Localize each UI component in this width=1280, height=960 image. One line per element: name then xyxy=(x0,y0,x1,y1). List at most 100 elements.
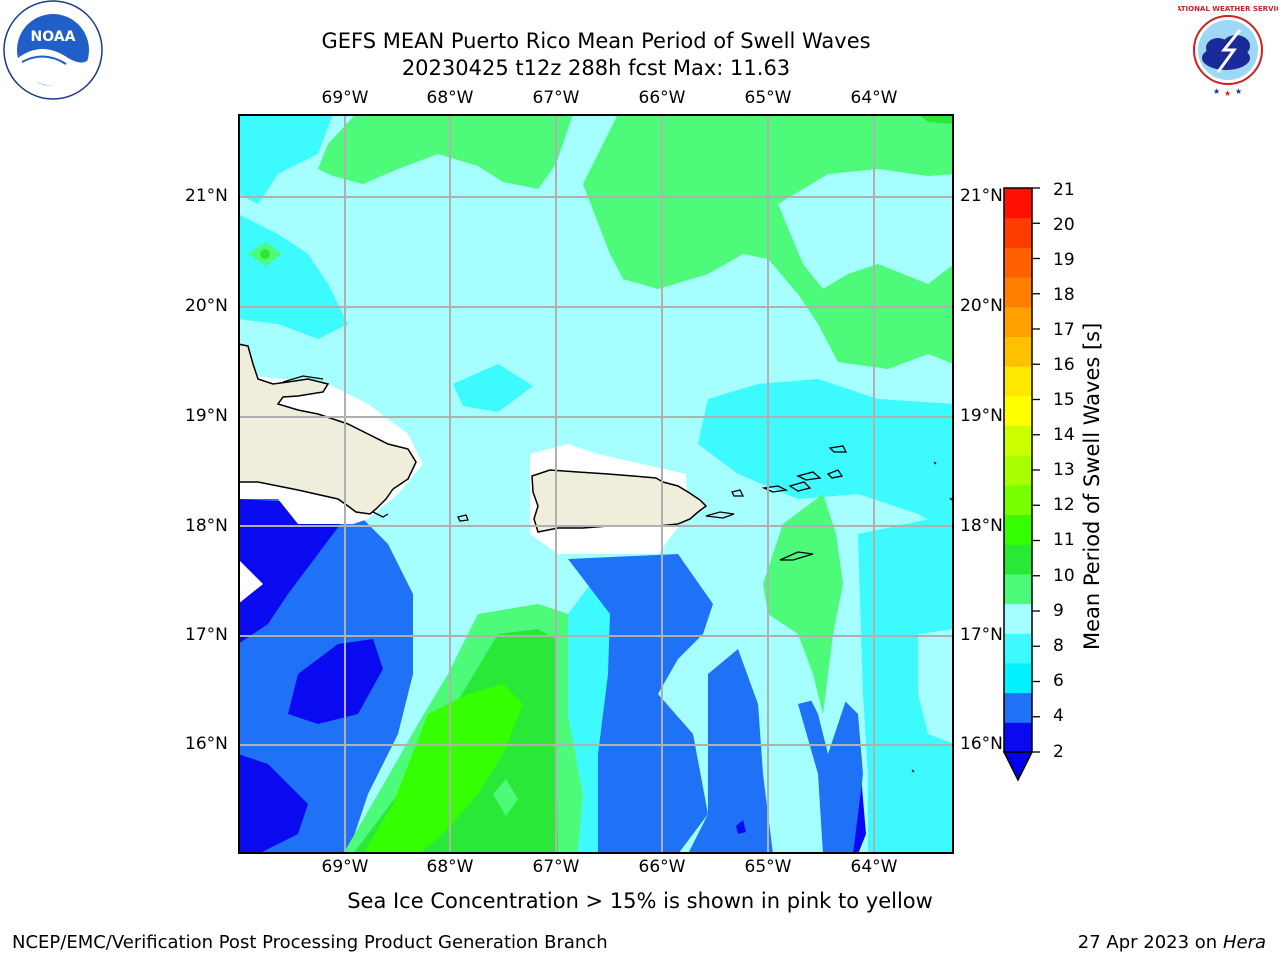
lon-label-bottom-65w: 65°W xyxy=(744,857,792,877)
colorbar xyxy=(1000,186,1060,786)
lat-label-right-19n: 19°N xyxy=(960,406,1003,426)
colorbar-segment xyxy=(1004,573,1032,605)
colorbar-segment xyxy=(1004,247,1032,278)
contour-white-gap-west xyxy=(239,560,263,604)
colorbar-segment xyxy=(1004,514,1032,545)
land-st-croix xyxy=(779,551,814,561)
noaa-logo-text: NOAA xyxy=(31,29,76,45)
lat-label-right-21n: 21°N xyxy=(960,186,1003,206)
land-virgin-gorda xyxy=(826,469,844,479)
chart-subtitle: 20230425 t12z 288h fcst Max: 11.63 xyxy=(401,56,791,80)
land-small-islets xyxy=(911,461,953,773)
swell-period-map xyxy=(238,114,954,854)
contour-green-north-west xyxy=(318,115,573,189)
colorbar-tick-16: 16 xyxy=(1053,355,1075,375)
colorbar-segment xyxy=(1004,603,1032,634)
contour-cyan-east xyxy=(858,514,953,853)
lat-label-left-16n: 16°N xyxy=(185,734,228,754)
land-tortuga xyxy=(282,375,324,383)
svg-text:★: ★ xyxy=(1235,87,1242,96)
gridlines xyxy=(239,115,953,853)
chart-title: GEFS MEAN Puerto Rico Mean Period of Swe… xyxy=(321,29,871,53)
contour-dark-blue-sw-lower xyxy=(239,754,308,853)
contour-green-spot-south xyxy=(493,779,518,816)
colorbar-tick-19: 19 xyxy=(1053,250,1075,270)
colorbar-segment xyxy=(1004,662,1032,694)
lon-label-top-67w: 67°W xyxy=(532,88,580,108)
svg-text:★: ★ xyxy=(1224,89,1231,98)
contour-light-northeast-gap xyxy=(778,169,953,289)
colorbar-tick-4: 4 xyxy=(1053,706,1064,726)
footer-date: 27 Apr 2023 on Hera xyxy=(1078,932,1266,953)
contour-cyan-nw-1 xyxy=(239,115,333,204)
sea-ice-caption: Sea Ice Concentration > 15% is shown in … xyxy=(347,889,933,913)
colorbar-tick-20: 20 xyxy=(1053,215,1075,235)
contour-blue-se-band xyxy=(798,694,863,853)
land-st-john xyxy=(788,481,812,492)
lat-label-right-16n: 16°N xyxy=(960,734,1003,754)
colorbar-segment xyxy=(1004,455,1032,486)
land-hispaniola xyxy=(239,343,417,515)
contour-cyan-tongue-edge xyxy=(568,574,613,853)
svg-text:★: ★ xyxy=(1213,87,1220,96)
colorbar-tick-13: 13 xyxy=(1053,460,1075,480)
colorbar-extend-arrow xyxy=(1002,751,1034,782)
contour-green-far-ne xyxy=(919,115,953,124)
colorbar-tick-2: 2 xyxy=(1053,742,1064,762)
colorbar-tick-17: 17 xyxy=(1053,320,1075,340)
land-culebra xyxy=(731,489,745,497)
footer-host: Hera xyxy=(1222,932,1266,953)
colorbar-tick-18: 18 xyxy=(1053,285,1075,305)
colorbar-segment xyxy=(1004,395,1032,426)
colorbar-segment xyxy=(1004,277,1032,308)
lon-label-bottom-66w: 66°W xyxy=(638,857,686,877)
lon-label-top-68w: 68°W xyxy=(426,88,474,108)
lat-label-left-19n: 19°N xyxy=(185,406,228,426)
colorbar-tick-8: 8 xyxy=(1053,636,1064,656)
colorbar-segment xyxy=(1004,306,1032,337)
lat-label-left-20n: 20°N xyxy=(185,296,228,316)
colorbar-tick-6: 6 xyxy=(1053,671,1064,691)
colorbar-tick-12: 12 xyxy=(1053,495,1075,515)
colorbar-tick-15: 15 xyxy=(1053,390,1075,410)
lon-label-bottom-69w: 69°W xyxy=(321,857,369,877)
nws-logo-text: NATIONAL WEATHER SERVICE xyxy=(1178,5,1278,13)
lon-label-bottom-68w: 68°W xyxy=(426,857,474,877)
lon-label-top-66w: 66°W xyxy=(638,88,686,108)
colorbar-segment xyxy=(1004,425,1032,456)
colorbar-segment xyxy=(1004,722,1032,753)
colorbar-segment xyxy=(1004,336,1032,367)
contour-light-east-2 xyxy=(918,629,953,744)
colorbar-tick-10: 10 xyxy=(1053,566,1075,586)
colorbar-tick-14: 14 xyxy=(1053,425,1075,445)
lon-label-bottom-67w: 67°W xyxy=(532,857,580,877)
colorbar-tick-11: 11 xyxy=(1053,530,1075,550)
contour-blue-south-pr xyxy=(568,554,713,853)
land-anegada xyxy=(828,445,848,453)
contour-dark-blue-spot xyxy=(736,820,746,834)
land-st-thomas xyxy=(761,485,789,493)
footer-date-text: 27 Apr 2023 on xyxy=(1077,932,1223,953)
lon-label-top-65w: 65°W xyxy=(744,88,792,108)
land-vieques xyxy=(705,511,735,519)
map-frame xyxy=(238,114,954,854)
colorbar-tick-21: 21 xyxy=(1053,180,1075,200)
colorbar-label: Mean Period of Swell Waves [s] xyxy=(1080,322,1104,650)
contour-dark-blue-south-core xyxy=(288,639,383,724)
contour-lime-tongue xyxy=(363,684,523,853)
lat-label-right-17n: 17°N xyxy=(960,625,1003,645)
contour-cyan-mid xyxy=(453,364,533,412)
colorbar-tick-9: 9 xyxy=(1053,601,1064,621)
colorbar-segment xyxy=(1004,544,1032,575)
land-hispaniola-south xyxy=(372,511,389,518)
lon-label-bottom-64w: 64°W xyxy=(850,857,898,877)
colorbar-segment xyxy=(1004,217,1032,248)
land-navassa-mona xyxy=(457,514,469,522)
contour-green-plume xyxy=(763,494,843,714)
nws-logo: NATIONAL WEATHER SERVICE ★ ★ ★ xyxy=(1170,0,1280,100)
colorbar-segment xyxy=(1004,188,1032,219)
lat-label-left-21n: 21°N xyxy=(185,186,228,206)
colorbar-segment xyxy=(1004,366,1032,397)
colorbar-segment xyxy=(1004,633,1032,664)
lat-label-left-18n: 18°N xyxy=(185,516,228,536)
